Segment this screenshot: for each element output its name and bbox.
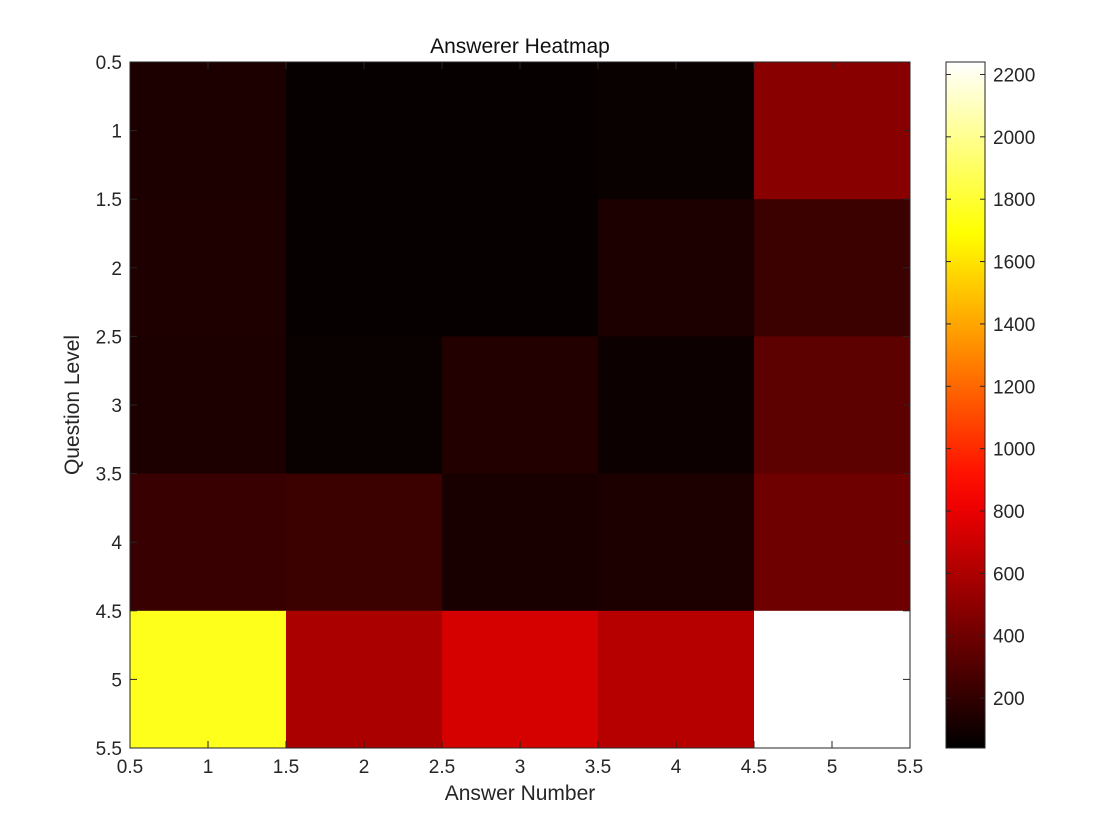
x-tick-label: 1.5 [273, 757, 299, 778]
x-tick-label: 1 [203, 757, 214, 778]
heatmap-cell [442, 610, 599, 749]
heatmap-cell [130, 62, 287, 200]
y-tick-label: 0.5 [96, 53, 122, 74]
colorbar-tick-label: 200 [993, 689, 1025, 710]
heatmap-cell [286, 62, 443, 200]
heatmap-cell [286, 336, 443, 475]
x-tick-label: 0.5 [117, 757, 143, 778]
colorbar [945, 61, 986, 749]
heatmap-cell [598, 610, 755, 749]
heatmap-cell [286, 199, 443, 337]
y-tick-label: 1 [111, 122, 122, 143]
heatmap-cell [754, 199, 911, 337]
y-tick-label: 5.5 [96, 739, 122, 760]
heatmap-cell [598, 62, 755, 200]
y-tick-label: 2 [111, 259, 122, 280]
heatmap-cell [598, 473, 755, 612]
x-tick-label: 4.5 [741, 757, 767, 778]
x-tick-label: 2.5 [429, 757, 455, 778]
y-tick-label: 5 [111, 670, 122, 691]
heatmap-cell [442, 473, 599, 612]
y-axis-label: Question Level [61, 335, 84, 475]
colorbar-tick-label: 1400 [993, 315, 1035, 336]
heatmap-cells [130, 62, 911, 749]
colorbar-tick-label: 400 [993, 627, 1025, 648]
x-tick-label: 5 [827, 757, 838, 778]
heatmap-cell [130, 336, 287, 475]
colorbar-tick-label: 800 [993, 502, 1025, 523]
heatmap-cell [754, 336, 911, 475]
heatmap-cell [130, 473, 287, 612]
x-axis-ticks: 0.5 1 1.5 2 2.5 3 3.5 4 4.5 5 5.5 [117, 62, 923, 778]
colorbar-tick-label: 2000 [993, 128, 1035, 149]
colorbar-tick-label: 1800 [993, 190, 1035, 211]
x-tick-label: 3.5 [585, 757, 611, 778]
heatmap-cell [442, 336, 599, 475]
x-tick-label: 4 [671, 757, 682, 778]
y-tick-label: 3.5 [96, 465, 122, 486]
y-tick-label: 1.5 [96, 190, 122, 211]
colorbar-tick-label: 1200 [993, 377, 1035, 398]
x-tick-label: 3 [515, 757, 526, 778]
heatmap-cell [598, 199, 755, 337]
y-axis-ticks: 0.5 1 1.5 2 2.5 3 3.5 4 4.5 5 5.5 [96, 53, 910, 760]
heatmap-cell [286, 473, 443, 612]
heatmap-cell [442, 199, 599, 337]
heatmap-cell [442, 62, 599, 200]
heatmap-cell [286, 610, 443, 749]
x-tick-label: 5.5 [897, 757, 923, 778]
chart-title: Answerer Heatmap [430, 35, 610, 58]
heatmap-cell [754, 62, 911, 200]
colorbar-ticks: 200 400 600 800 1000 1200 1400 1600 1800 2000 2200 [946, 65, 1035, 710]
x-tick-label: 2 [359, 757, 370, 778]
colorbar-tick-label: 2200 [993, 65, 1035, 86]
heatmap-cell [130, 610, 287, 749]
x-axis-label: Answer Number [445, 782, 596, 805]
y-tick-label: 2.5 [96, 327, 122, 348]
colorbar-tick-label: 1600 [993, 253, 1035, 274]
heatmap-cell [754, 610, 911, 749]
colorbar-tick-label: 1000 [993, 440, 1035, 461]
y-tick-label: 3 [111, 396, 122, 417]
colorbar-tick-label: 600 [993, 564, 1025, 585]
y-tick-label: 4.5 [96, 602, 122, 623]
heatmap-cell [598, 336, 755, 475]
heatmap-cell [130, 199, 287, 337]
y-tick-label: 4 [111, 533, 122, 554]
heatmap-cell [754, 473, 911, 612]
